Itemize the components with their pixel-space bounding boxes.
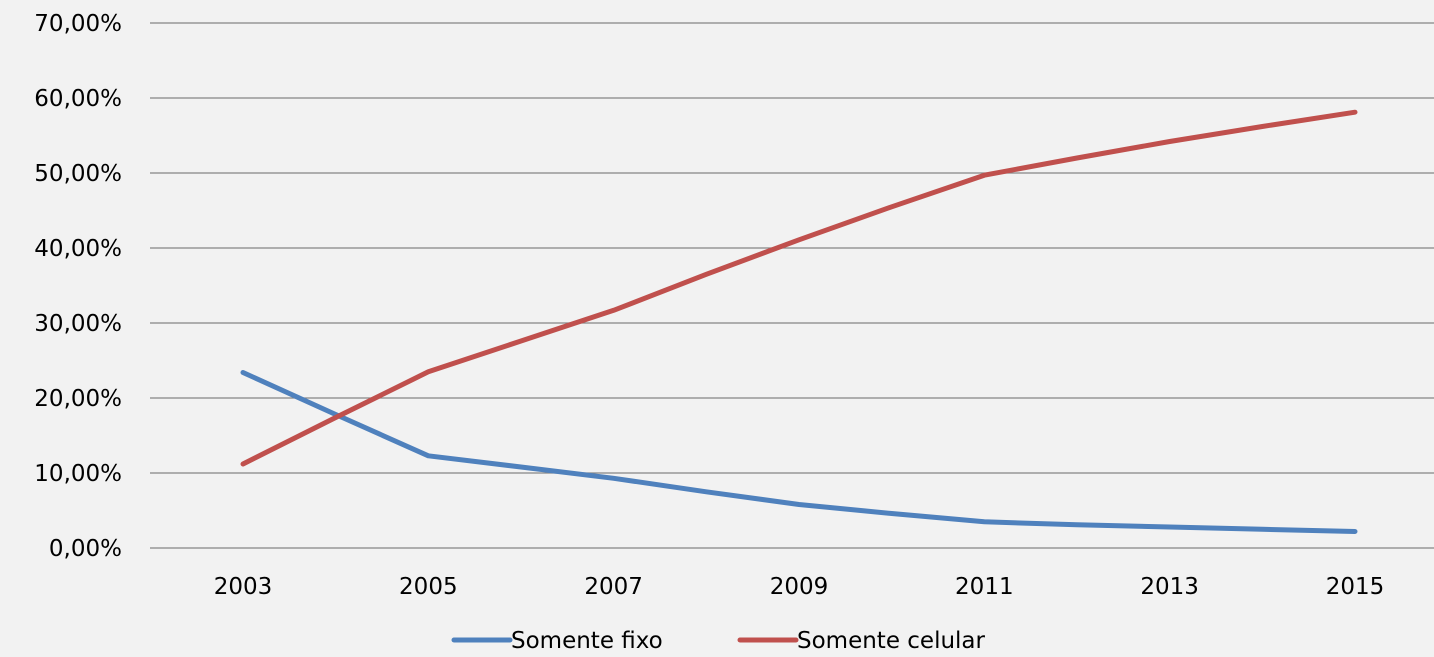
legend-label: Somente fixo — [511, 628, 663, 654]
x-tick-label: 2011 — [955, 574, 1014, 600]
gridlines — [150, 22, 1434, 549]
y-tick-label: 40,00% — [34, 236, 122, 262]
y-tick-label: 10,00% — [34, 461, 122, 487]
y-tick-label: 20,00% — [34, 386, 122, 412]
y-tick-label: 60,00% — [34, 86, 122, 112]
series-lines — [240, 109, 1358, 534]
x-tick-label: 2005 — [399, 574, 458, 600]
legend: Somente fixo Somente celular — [451, 628, 986, 654]
y-tick-label: 70,00% — [34, 11, 122, 37]
x-axis-tick-labels: 2003 2005 2007 2009 2011 2013 2015 — [214, 574, 1385, 600]
series-line-somente-fixo — [240, 370, 1358, 534]
y-tick-label: 0,00% — [49, 536, 122, 562]
x-tick-label: 2013 — [1140, 574, 1199, 600]
series-line-somente-celular — [240, 109, 1358, 467]
y-tick-label: 50,00% — [34, 161, 122, 187]
y-tick-label: 30,00% — [34, 311, 122, 337]
y-axis-tick-labels: 0,00% 10,00% 20,00% 30,00% 40,00% 50,00% 60,00… — [34, 11, 122, 562]
legend-label: Somente celular — [797, 628, 986, 654]
x-tick-label: 2003 — [214, 574, 273, 600]
x-tick-label: 2007 — [584, 574, 643, 600]
x-tick-label: 2015 — [1326, 574, 1385, 600]
x-tick-label: 2009 — [770, 574, 829, 600]
